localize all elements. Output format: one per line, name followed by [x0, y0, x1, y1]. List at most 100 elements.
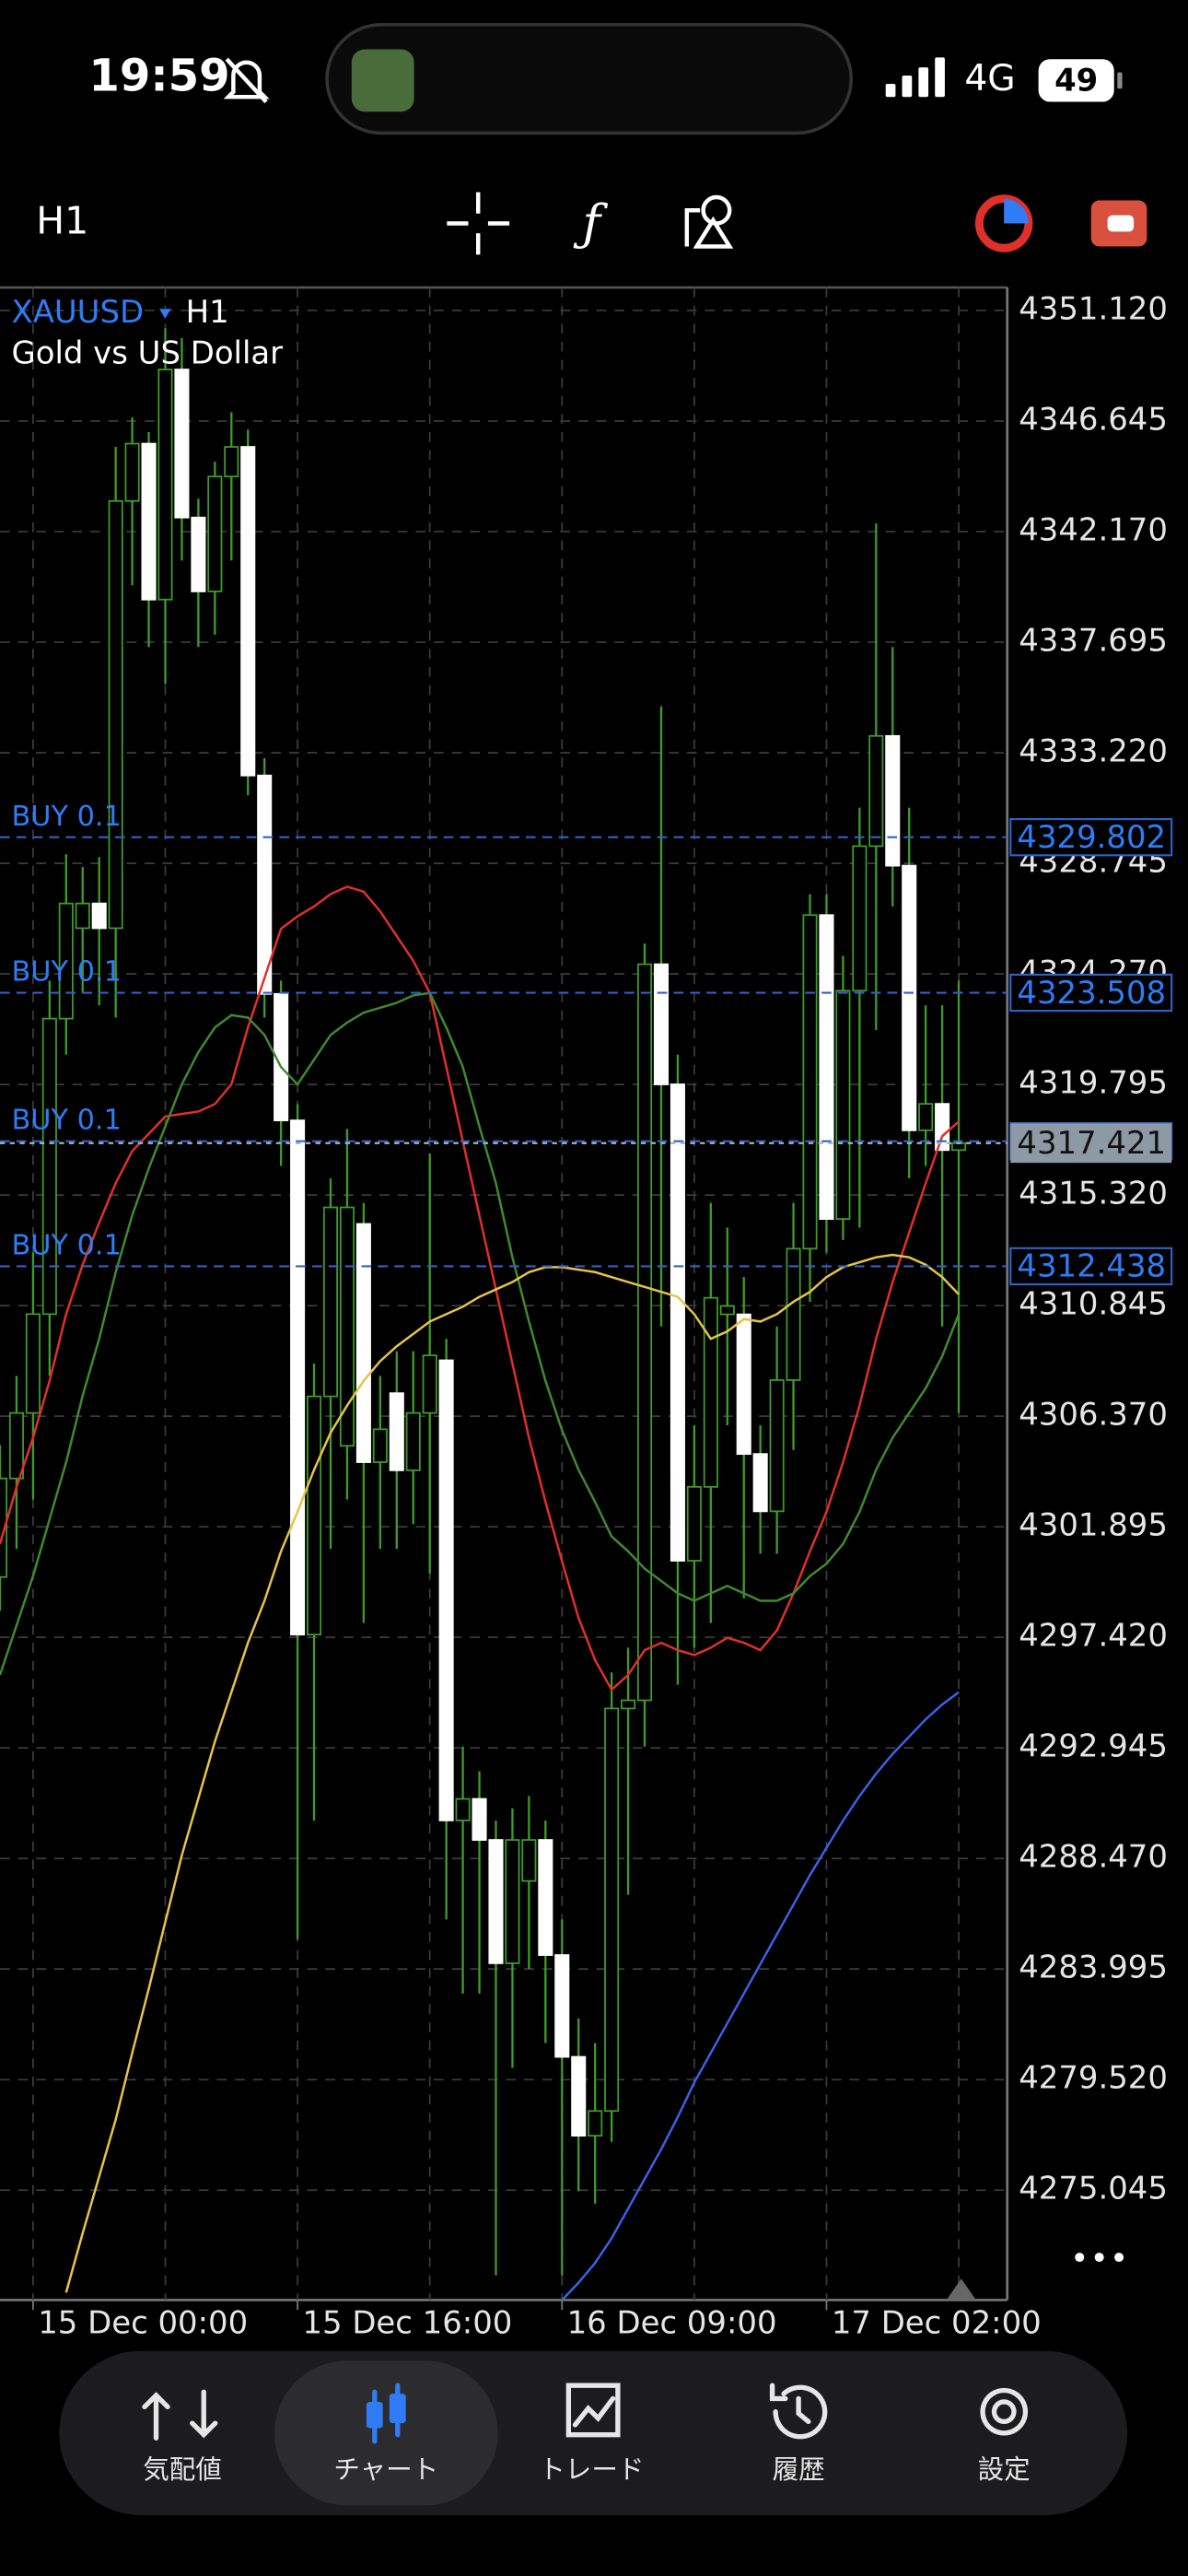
tab-label[interactable]: トレード	[539, 2454, 644, 2485]
indicator-line	[64, 1253, 960, 2293]
candle-body	[438, 1359, 454, 1821]
candle-body	[157, 369, 173, 601]
crosshair-button[interactable]	[447, 192, 510, 255]
y-tick-label: 4346.645	[1019, 402, 1168, 438]
y-tick-label: 4342.170	[1019, 512, 1168, 548]
signal-icon	[885, 57, 945, 98]
candle-body	[819, 914, 834, 1221]
chart-timeframe: H1	[186, 294, 229, 330]
candle-body	[58, 902, 74, 1020]
tab-label[interactable]: 気配値	[143, 2454, 222, 2485]
candle-body	[91, 902, 107, 930]
shift-marker[interactable]	[946, 2278, 976, 2301]
candle-body	[274, 992, 289, 1122]
plot	[0, 328, 967, 2301]
indicator-line	[0, 991, 961, 1676]
candle-body	[935, 1103, 950, 1152]
y-tick-label: 4351.120	[1019, 291, 1168, 327]
trade-button[interactable]	[1090, 200, 1147, 247]
x-tick-label: 15 Dec 16:00	[302, 2305, 512, 2341]
candle-body	[174, 369, 190, 519]
tab-label[interactable]: 設定	[978, 2454, 1031, 2485]
symbol[interactable]: XAUUSD	[11, 294, 144, 330]
candle-body	[488, 1839, 504, 1964]
candle-body	[505, 1839, 520, 1964]
candle-body	[538, 1839, 553, 1956]
sync-button[interactable]	[974, 194, 1033, 252]
battery-level: 49	[1054, 63, 1098, 99]
candle-body	[670, 1083, 685, 1562]
candle-body	[224, 446, 239, 478]
tab-icon	[769, 2383, 828, 2440]
current-price: 4317.421	[1017, 1125, 1166, 1161]
candle-body	[75, 902, 90, 930]
candle-body	[389, 1392, 404, 1471]
candle-body	[769, 1379, 785, 1513]
tab-icon	[980, 2387, 1029, 2436]
candle-body	[835, 989, 851, 1221]
tabs: 気配値 チャート トレード 履歴 設定	[142, 2360, 1031, 2506]
position-label[interactable]: BUY 0.1	[11, 1105, 121, 1137]
tab-label[interactable]: チャート	[333, 2454, 438, 2485]
x-tick-label: 15 Dec 00:00	[38, 2305, 248, 2341]
candle-body	[108, 499, 123, 930]
tab-label[interactable]: 履歴	[773, 2454, 825, 2485]
timeframe-button[interactable]: H1	[36, 199, 88, 243]
position-label[interactable]: BUY 0.1	[11, 1229, 121, 1261]
candle-body	[686, 1485, 702, 1562]
candle-body	[752, 1453, 768, 1513]
position-label[interactable]: BUY 0.1	[11, 956, 121, 989]
candle-body	[141, 442, 157, 601]
candle-body	[868, 734, 884, 848]
y-tick-label: 4283.995	[1019, 1950, 1168, 1985]
more-button[interactable]	[1075, 2253, 1124, 2263]
position-price-box	[1009, 818, 1173, 857]
symbol-description: Gold vs US Dollar	[11, 335, 283, 371]
candle-body	[290, 1119, 306, 1636]
position-label[interactable]: BUY 0.1	[11, 801, 121, 833]
active-tab-pill	[274, 2360, 498, 2506]
symbol-dropdown[interactable]	[159, 309, 171, 319]
y-tick-label: 4337.695	[1019, 623, 1168, 659]
objects-button[interactable]	[684, 194, 734, 249]
position-price: 4329.802	[1017, 819, 1166, 855]
candle-body	[322, 1206, 339, 1398]
position-price-box	[1009, 973, 1173, 1013]
y-tick-label: 4319.795	[1019, 1065, 1168, 1101]
candle-body	[405, 1411, 421, 1471]
candle-body	[257, 774, 273, 995]
current-price-box	[1010, 1123, 1172, 1164]
candle-body	[852, 845, 868, 992]
candle-body	[802, 914, 818, 1250]
candle-body	[604, 1707, 620, 2113]
candle-body	[571, 2055, 587, 2137]
candle-body	[951, 1142, 967, 1152]
candle-body	[422, 1354, 437, 1414]
y-tick-label: 4310.845	[1019, 1286, 1168, 1322]
x-tick-label: 16 Dec 09:00	[567, 2305, 777, 2341]
tab-icon	[389, 2394, 406, 2424]
y-tick-label: 4306.370	[1019, 1397, 1168, 1433]
clock: 19:59	[88, 51, 229, 102]
candle-body	[372, 1428, 388, 1463]
candle-body	[703, 1296, 718, 1488]
candle-body	[41, 1017, 57, 1316]
y-tick-label: 4301.895	[1019, 1507, 1168, 1543]
candle-body	[588, 2110, 603, 2137]
candle-body	[8, 1411, 24, 1480]
y-tick-label: 4333.220	[1019, 733, 1168, 769]
candle-body	[521, 1839, 537, 1882]
candle-body	[0, 1477, 8, 1578]
candle-body	[25, 1313, 41, 1414]
app-icon[interactable]	[351, 49, 414, 112]
candle-body	[653, 963, 670, 1085]
dynamic-island	[325, 22, 854, 135]
candle-body	[902, 864, 917, 1131]
candle-body	[191, 516, 206, 592]
candle-body	[240, 446, 256, 777]
candle-body	[455, 1797, 471, 1821]
position-price: 4323.508	[1017, 975, 1166, 1011]
network: 4G	[964, 58, 1015, 100]
